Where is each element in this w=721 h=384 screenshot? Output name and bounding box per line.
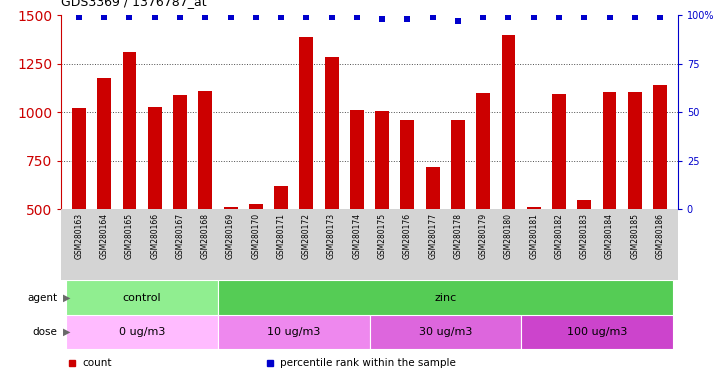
Bar	[249, 204, 262, 209]
Text: GSM280167: GSM280167	[175, 213, 185, 259]
Bar	[370, 315, 521, 349]
Text: GSM280180: GSM280180	[504, 213, 513, 259]
Bar	[123, 52, 136, 209]
Text: GSM280184: GSM280184	[605, 213, 614, 259]
Text: GSM280169: GSM280169	[226, 213, 235, 259]
Text: GSM280166: GSM280166	[150, 213, 159, 259]
Text: GSM280185: GSM280185	[630, 213, 640, 259]
Text: GSM280163: GSM280163	[74, 213, 84, 259]
Bar	[173, 95, 187, 209]
Text: GDS3369 / 1376787_at: GDS3369 / 1376787_at	[61, 0, 207, 8]
Text: GSM280183: GSM280183	[580, 213, 589, 259]
Text: GSM280165: GSM280165	[125, 213, 134, 259]
Text: GSM280176: GSM280176	[403, 213, 412, 259]
Text: 10 ug/m3: 10 ug/m3	[267, 327, 320, 337]
Text: GSM280172: GSM280172	[302, 213, 311, 259]
Bar	[603, 92, 616, 209]
Bar	[521, 315, 673, 349]
Text: ▶: ▶	[63, 293, 70, 303]
Bar	[578, 200, 591, 209]
Bar	[72, 108, 86, 209]
Bar	[502, 35, 516, 209]
Text: GSM280170: GSM280170	[252, 213, 260, 259]
Bar	[400, 120, 415, 209]
Bar	[653, 85, 667, 209]
Bar	[324, 57, 339, 209]
Text: GSM280181: GSM280181	[529, 213, 539, 259]
Bar	[97, 78, 111, 209]
Text: GSM280178: GSM280178	[454, 213, 462, 259]
Text: GSM280171: GSM280171	[277, 213, 286, 259]
Text: GSM280174: GSM280174	[353, 213, 361, 259]
Bar	[628, 92, 642, 209]
Bar	[299, 37, 314, 209]
Bar	[274, 186, 288, 209]
Text: zinc: zinc	[434, 293, 456, 303]
Text: agent: agent	[27, 293, 58, 303]
Text: percentile rank within the sample: percentile rank within the sample	[280, 358, 456, 368]
Text: dose: dose	[32, 327, 58, 337]
Bar	[218, 280, 673, 315]
Bar	[148, 106, 162, 209]
Text: GSM280179: GSM280179	[479, 213, 487, 259]
Bar	[477, 93, 490, 209]
Text: GSM280177: GSM280177	[428, 213, 437, 259]
Bar	[66, 280, 218, 315]
Text: 100 ug/m3: 100 ug/m3	[567, 327, 627, 337]
Bar	[527, 207, 541, 209]
Text: ▶: ▶	[63, 327, 70, 337]
Bar	[224, 207, 237, 209]
Bar	[198, 91, 212, 209]
Text: count: count	[83, 358, 112, 368]
Text: GSM280175: GSM280175	[378, 213, 386, 259]
Bar	[66, 315, 218, 349]
Bar	[552, 94, 566, 209]
Text: GSM280164: GSM280164	[99, 213, 109, 259]
Text: control: control	[123, 293, 162, 303]
Text: GSM280168: GSM280168	[200, 213, 210, 259]
Text: GSM280173: GSM280173	[327, 213, 336, 259]
Bar	[451, 120, 465, 209]
Bar	[375, 111, 389, 209]
Bar	[218, 315, 370, 349]
Text: 30 ug/m3: 30 ug/m3	[419, 327, 472, 337]
Text: GSM280186: GSM280186	[655, 213, 665, 259]
Text: GSM280182: GSM280182	[554, 213, 564, 259]
Bar	[350, 110, 364, 209]
Bar	[425, 167, 440, 209]
Text: 0 ug/m3: 0 ug/m3	[119, 327, 165, 337]
